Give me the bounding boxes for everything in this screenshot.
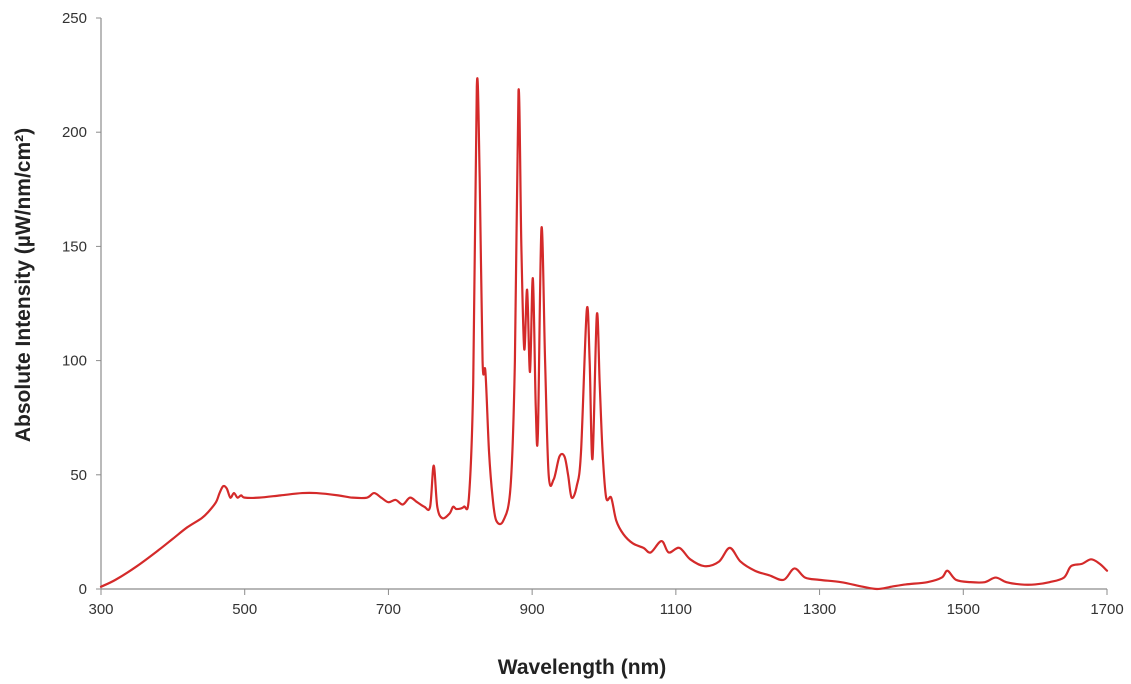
y-tick-label: 0	[79, 581, 87, 598]
x-tick-label: 700	[376, 601, 401, 618]
x-tick-label: 500	[232, 601, 257, 618]
x-tick-label: 1300	[803, 601, 836, 618]
x-tick-label: 1100	[660, 601, 692, 618]
y-tick-label: 200	[62, 124, 87, 141]
axes	[100, 18, 1107, 590]
x-ticks: 300 500 700 900 1100 1300 1500 1700	[88, 589, 1124, 618]
x-tick-label: 1500	[947, 601, 980, 618]
x-tick-label: 900	[520, 601, 545, 618]
y-tick-label: 50	[70, 467, 87, 484]
spectrum-line	[99, 77, 1109, 591]
x-tick-label: 300	[88, 601, 113, 618]
x-axis-title: Wavelength (nm)	[498, 656, 666, 679]
x-tick-label: 1700	[1090, 601, 1123, 618]
y-tick-label: 150	[62, 238, 87, 255]
y-axis-title: Absolute Intensity (µW/nm/cm²)	[12, 128, 35, 442]
y-tick-label: 250	[62, 10, 87, 27]
series-layer	[99, 77, 1109, 591]
y-tick-label: 100	[62, 353, 87, 370]
y-ticks: 0 50 100 150 200 250	[62, 10, 101, 598]
